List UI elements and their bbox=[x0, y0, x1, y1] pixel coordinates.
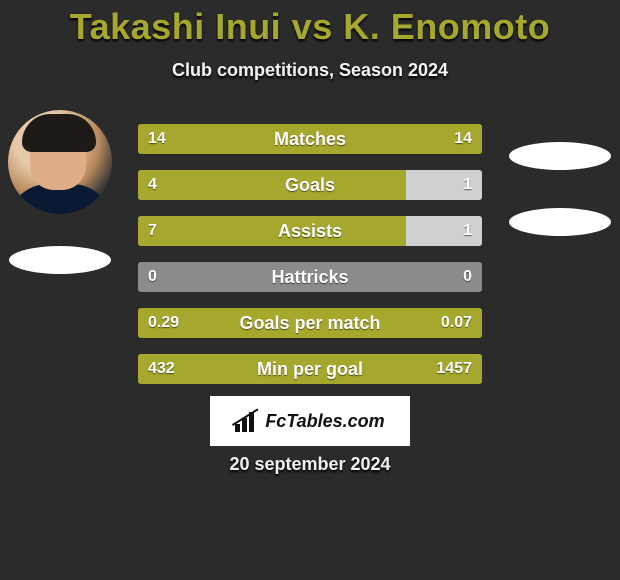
player-right-name-oval-2 bbox=[509, 208, 611, 236]
stat-row: 0.290.07Goals per match bbox=[138, 308, 482, 338]
stat-row-label: Hattricks bbox=[138, 262, 482, 292]
logo-text: FcTables.com bbox=[265, 411, 384, 432]
stat-row: 4321457Min per goal bbox=[138, 354, 482, 384]
stat-row: 1414Matches bbox=[138, 124, 482, 154]
player-left-avatar bbox=[8, 110, 112, 214]
page-date: 20 september 2024 bbox=[0, 454, 620, 475]
stat-bars: 1414Matches 41Goals 71Assists 00Hattricks 0.… bbox=[138, 124, 482, 400]
stat-row-label: Min per goal bbox=[138, 354, 482, 384]
stat-row-label: Matches bbox=[138, 124, 482, 154]
bar-chart-icon bbox=[235, 410, 261, 432]
player-right-name-oval-1 bbox=[509, 142, 611, 170]
player-right-column bbox=[505, 110, 615, 236]
player-left-column bbox=[5, 110, 115, 274]
stat-row: 41Goals bbox=[138, 170, 482, 200]
player-left-name-oval bbox=[9, 246, 111, 274]
stat-row-label: Goals per match bbox=[138, 308, 482, 338]
fctables-logo: FcTables.com bbox=[210, 396, 410, 446]
page-subtitle: Club competitions, Season 2024 bbox=[0, 60, 620, 81]
stat-row: 71Assists bbox=[138, 216, 482, 246]
stat-row-label: Assists bbox=[138, 216, 482, 246]
page-title: Takashi Inui vs K. Enomoto bbox=[0, 0, 620, 48]
comparison-infographic: Takashi Inui vs K. Enomoto Club competit… bbox=[0, 0, 620, 580]
stat-row-label: Goals bbox=[138, 170, 482, 200]
stat-row: 00Hattricks bbox=[138, 262, 482, 292]
